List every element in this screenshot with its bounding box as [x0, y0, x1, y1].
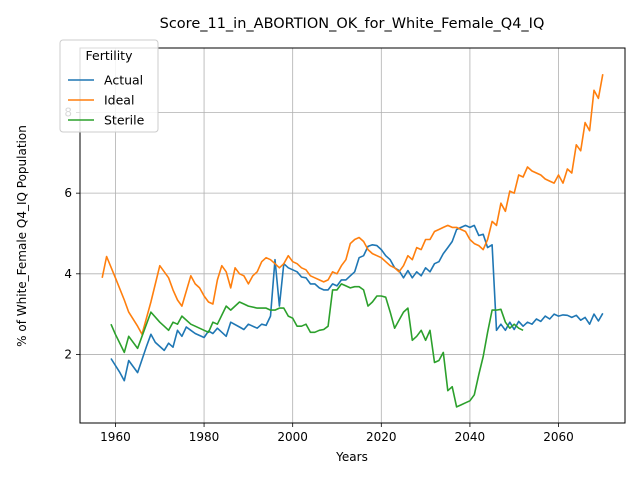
series-lines [101, 74, 604, 408]
series-line-sterile [110, 283, 524, 408]
y-tick-label: 6 [64, 186, 72, 200]
axis-ticks: 1960198020002020204020602468 [64, 106, 573, 444]
grid-lines [80, 48, 625, 423]
plot-frame [79, 47, 626, 424]
x-tick-label: 2040 [455, 430, 486, 444]
y-axis-title: % of White_Female Q4_IQ Population [15, 125, 29, 347]
y-tick-label: 4 [64, 267, 72, 281]
series-line-ideal [101, 74, 604, 336]
x-tick-label: 2060 [543, 430, 574, 444]
legend-box [59, 39, 159, 133]
legend-label-sterile: Sterile [104, 113, 145, 128]
x-tick-label: 2000 [277, 430, 308, 444]
chart-title: Score_11_in_ABORTION_OK_for_White_Female… [160, 16, 545, 32]
x-tick-label: 2020 [366, 430, 397, 444]
legend: Fertility Actual Ideal Sterile [59, 39, 159, 133]
x-axis-title: Years [335, 450, 368, 464]
legend-title: Fertility [86, 48, 134, 63]
x-tick-label: 1980 [189, 430, 220, 444]
x-tick-label: 1960 [100, 430, 131, 444]
legend-label-actual: Actual [104, 73, 143, 88]
legend-label-ideal: Ideal [104, 93, 134, 108]
y-tick-label: 2 [64, 347, 72, 361]
